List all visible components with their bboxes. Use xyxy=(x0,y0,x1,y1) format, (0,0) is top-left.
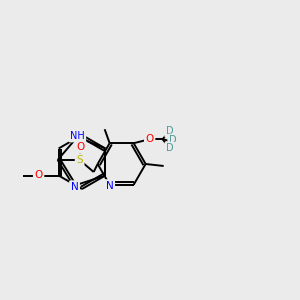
Text: D: D xyxy=(166,143,173,153)
Text: O: O xyxy=(34,170,43,181)
Text: S: S xyxy=(76,155,83,165)
Text: D: D xyxy=(166,126,173,136)
Text: O: O xyxy=(76,142,85,152)
Text: NH: NH xyxy=(70,131,85,141)
Text: N: N xyxy=(70,182,78,192)
Text: N: N xyxy=(106,181,113,191)
Text: O: O xyxy=(146,134,154,144)
Text: D: D xyxy=(169,135,176,145)
